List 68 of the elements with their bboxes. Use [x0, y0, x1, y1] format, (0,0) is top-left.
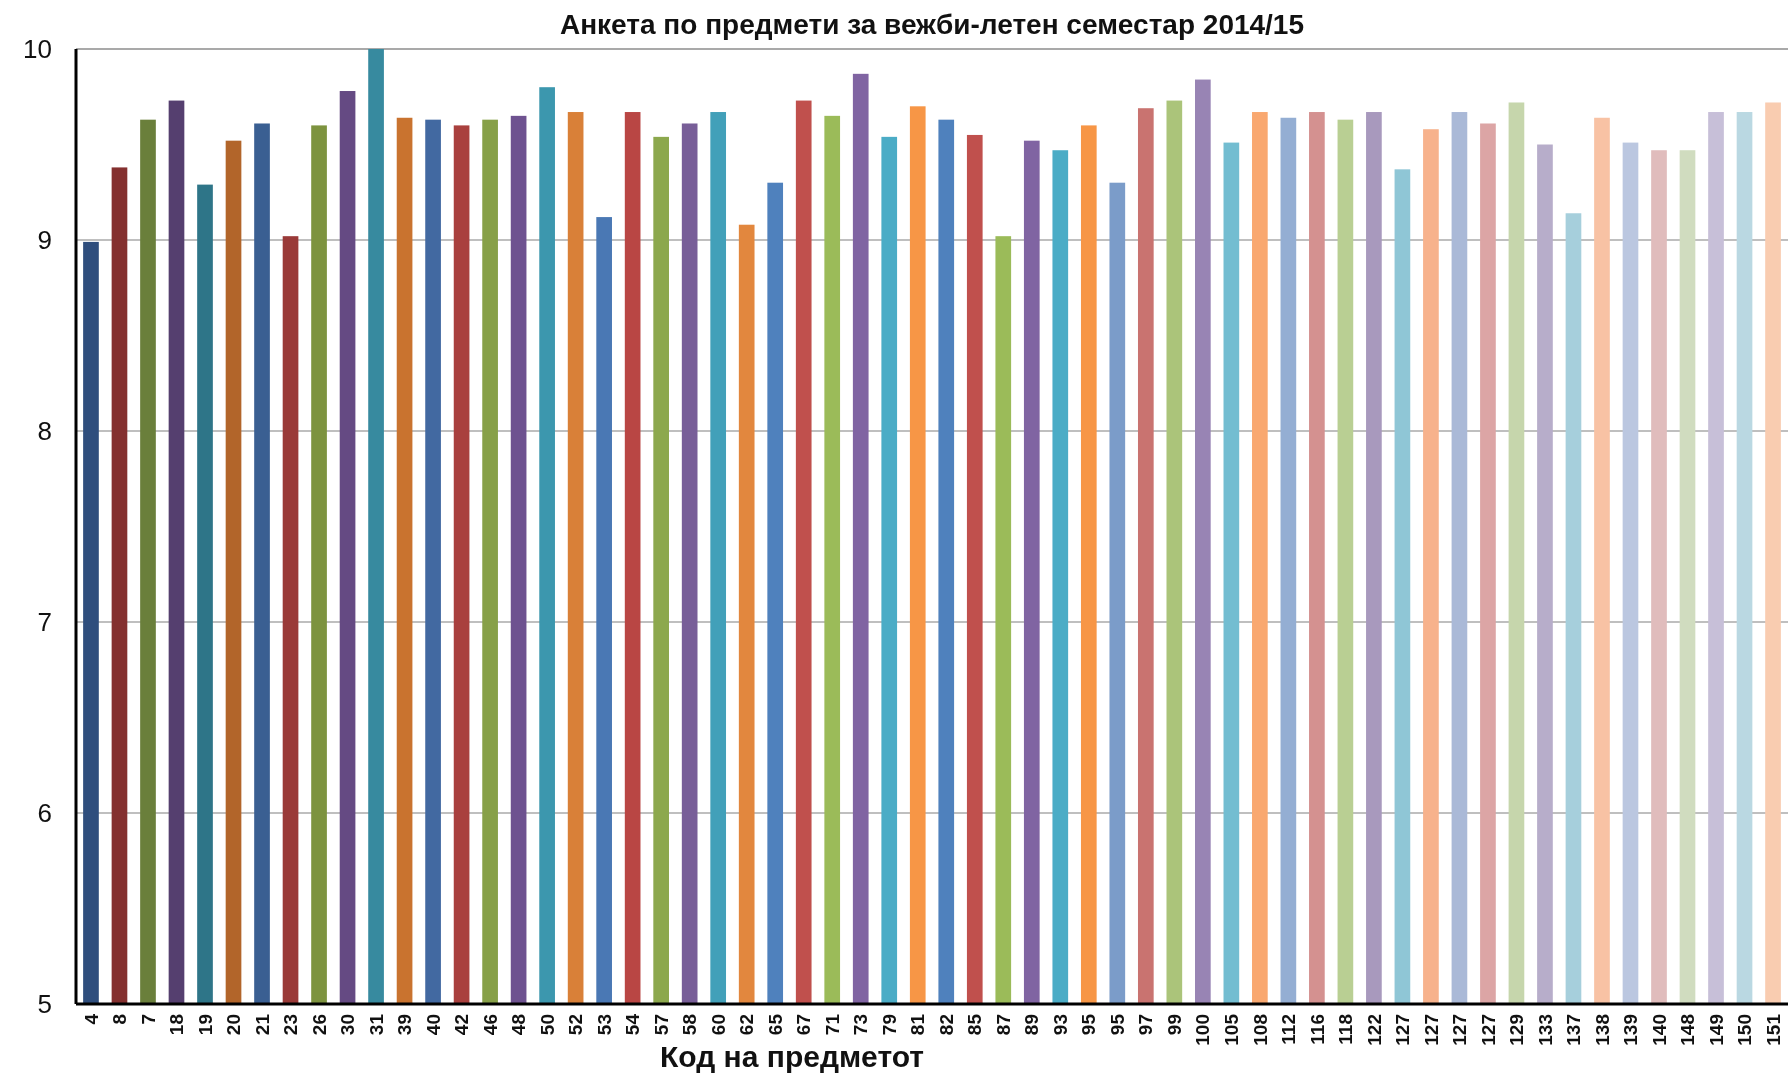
x-tick-label: 148 [1677, 1014, 1699, 1046]
x-tick-label: 23 [280, 1014, 302, 1036]
x-tick-label: 67 [793, 1014, 815, 1036]
x-tick-label: 31 [365, 1013, 387, 1036]
x-tick-label: 8 [109, 1014, 131, 1025]
x-tick-label: 95 [1106, 1013, 1128, 1036]
y-tick-label: 5 [37, 989, 52, 1020]
x-tick-label: 30 [337, 1014, 359, 1036]
x-tick-label: 129 [1506, 1014, 1528, 1046]
x-tick-label: 99 [1163, 1014, 1185, 1036]
y-tick-label: 8 [37, 416, 52, 447]
x-tick-label: 81 [907, 1013, 929, 1036]
x-tick-label: 127 [1392, 1014, 1414, 1046]
x-tick-label: 4 [80, 1013, 102, 1025]
x-tick-label: 108 [1249, 1014, 1271, 1046]
x-tick-label: 46 [479, 1014, 501, 1036]
x-tick-label: 48 [508, 1014, 530, 1036]
x-axis-title: Код на предметот [660, 1040, 924, 1073]
x-tick-label: 100 [1192, 1014, 1214, 1046]
x-tick-label: 85 [964, 1013, 986, 1036]
x-tick-label: 112 [1278, 1014, 1300, 1045]
x-tick-label: 57 [650, 1014, 672, 1036]
y-tick-label: 7 [37, 607, 52, 638]
x-tick-label: 54 [622, 1013, 644, 1036]
x-tick-label: 116 [1306, 1014, 1328, 1045]
x-tick-label: 65 [764, 1013, 786, 1036]
x-tick-label: 50 [536, 1014, 558, 1036]
x-tick-label: 95 [1078, 1013, 1100, 1036]
x-tick-label: 118 [1335, 1014, 1357, 1045]
chart-title: Анкета по предмети за вежби-летен семестар 2014/15 [559, 9, 1305, 40]
x-tick-label: 89 [1021, 1014, 1043, 1036]
x-tick-label: 105 [1221, 1013, 1242, 1046]
x-tick-label: 133 [1534, 1014, 1556, 1046]
x-tick-label: 42 [451, 1014, 473, 1036]
x-tick-label: 18 [166, 1014, 188, 1036]
x-tick-label: 139 [1620, 1014, 1642, 1046]
y-tick-label: 6 [37, 798, 52, 829]
x-tick-label: 122 [1363, 1014, 1385, 1046]
x-tick-label: 39 [394, 1014, 416, 1036]
x-tick-label: 149 [1705, 1014, 1727, 1046]
x-tick-label: 52 [565, 1014, 587, 1036]
x-tick-label: 127 [1449, 1014, 1471, 1046]
x-tick-label: 140 [1648, 1014, 1670, 1046]
y-tick-label: 10 [23, 34, 52, 65]
x-tick-label: 60 [707, 1014, 729, 1036]
x-tick-label: 127 [1420, 1014, 1442, 1046]
x-tick-label: 82 [935, 1014, 957, 1036]
x-tick-label: 26 [308, 1014, 330, 1036]
x-tick-label: 137 [1563, 1014, 1585, 1046]
x-tick-label: 71 [821, 1013, 843, 1036]
x-tick-label: 58 [679, 1014, 701, 1036]
x-tick-label: 20 [223, 1014, 245, 1036]
x-tick-label: 62 [736, 1014, 758, 1036]
x-tick-label: 73 [850, 1014, 872, 1036]
x-tick-label: 150 [1734, 1014, 1756, 1046]
x-tick-label: 7 [137, 1014, 159, 1025]
x-tick-label: 40 [422, 1014, 444, 1036]
x-tick-label: 21 [251, 1013, 273, 1036]
y-tick-label: 9 [37, 225, 52, 256]
x-tick-label: 97 [1135, 1014, 1157, 1036]
x-tick-label: 53 [593, 1014, 615, 1036]
x-tick-label: 19 [194, 1014, 216, 1036]
x-tick-label: 87 [992, 1014, 1014, 1036]
x-tick-label: 151 [1762, 1013, 1784, 1046]
x-tick-label: 79 [878, 1014, 900, 1036]
x-tick-label: 138 [1591, 1014, 1613, 1046]
x-tick-label: 127 [1477, 1014, 1499, 1046]
x-tick-label: 93 [1049, 1014, 1071, 1036]
